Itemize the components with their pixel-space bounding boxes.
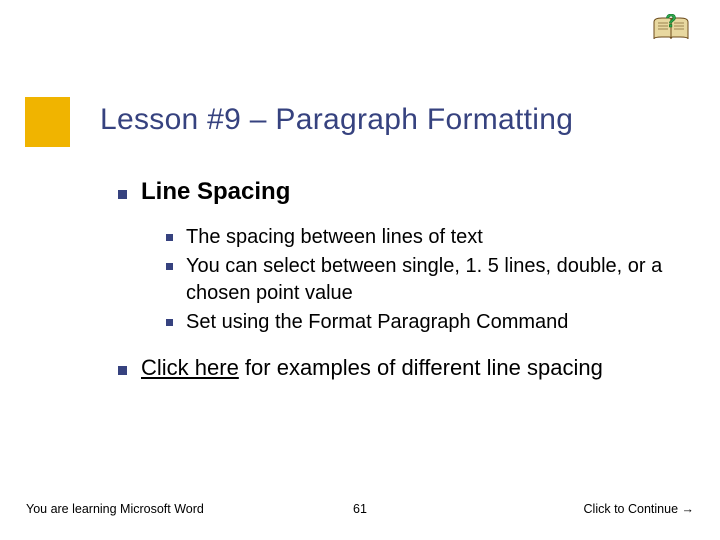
examples-link-line: Click here for examples of different lin… [118,354,680,383]
heading-line-spacing: Line Spacing [118,178,680,206]
gold-accent-bar [25,97,70,147]
list-item: The spacing between lines of text [166,224,680,251]
slide-footer: You are learning Microsoft Word 61 Click… [0,502,720,516]
link-line-rest: for examples of different line spacing [239,355,603,380]
sub-bullets: The spacing between lines of text You ca… [166,224,680,336]
slide-number: 61 [353,502,367,516]
square-bullet-icon [118,366,127,375]
help-book-icon[interactable]: ? [652,14,690,44]
list-item-text: You can select between single, 1. 5 line… [186,253,680,307]
link-line-content: Click here for examples of different lin… [141,354,603,383]
list-item: You can select between single, 1. 5 line… [166,253,680,307]
slide-title: Lesson #9 – Paragraph Formatting [100,103,573,137]
click-here-link[interactable]: Click here [141,355,239,380]
square-bullet-icon [166,263,173,270]
heading-text: Line Spacing [141,178,290,206]
slide: ? Lesson #9 – Paragraph Formatting Line … [0,0,720,540]
svg-text:?: ? [666,14,677,31]
list-item: Set using the Format Paragraph Command [166,309,680,336]
square-bullet-icon [118,190,127,199]
slide-content: Line Spacing The spacing between lines o… [118,178,680,383]
list-item-text: Set using the Format Paragraph Command [186,309,680,336]
square-bullet-icon [166,319,173,326]
square-bullet-icon [166,234,173,241]
list-item-text: The spacing between lines of text [186,224,680,251]
click-to-continue-button[interactable]: Click to Continue → [584,502,694,516]
footer-left: You are learning Microsoft Word [26,502,204,516]
